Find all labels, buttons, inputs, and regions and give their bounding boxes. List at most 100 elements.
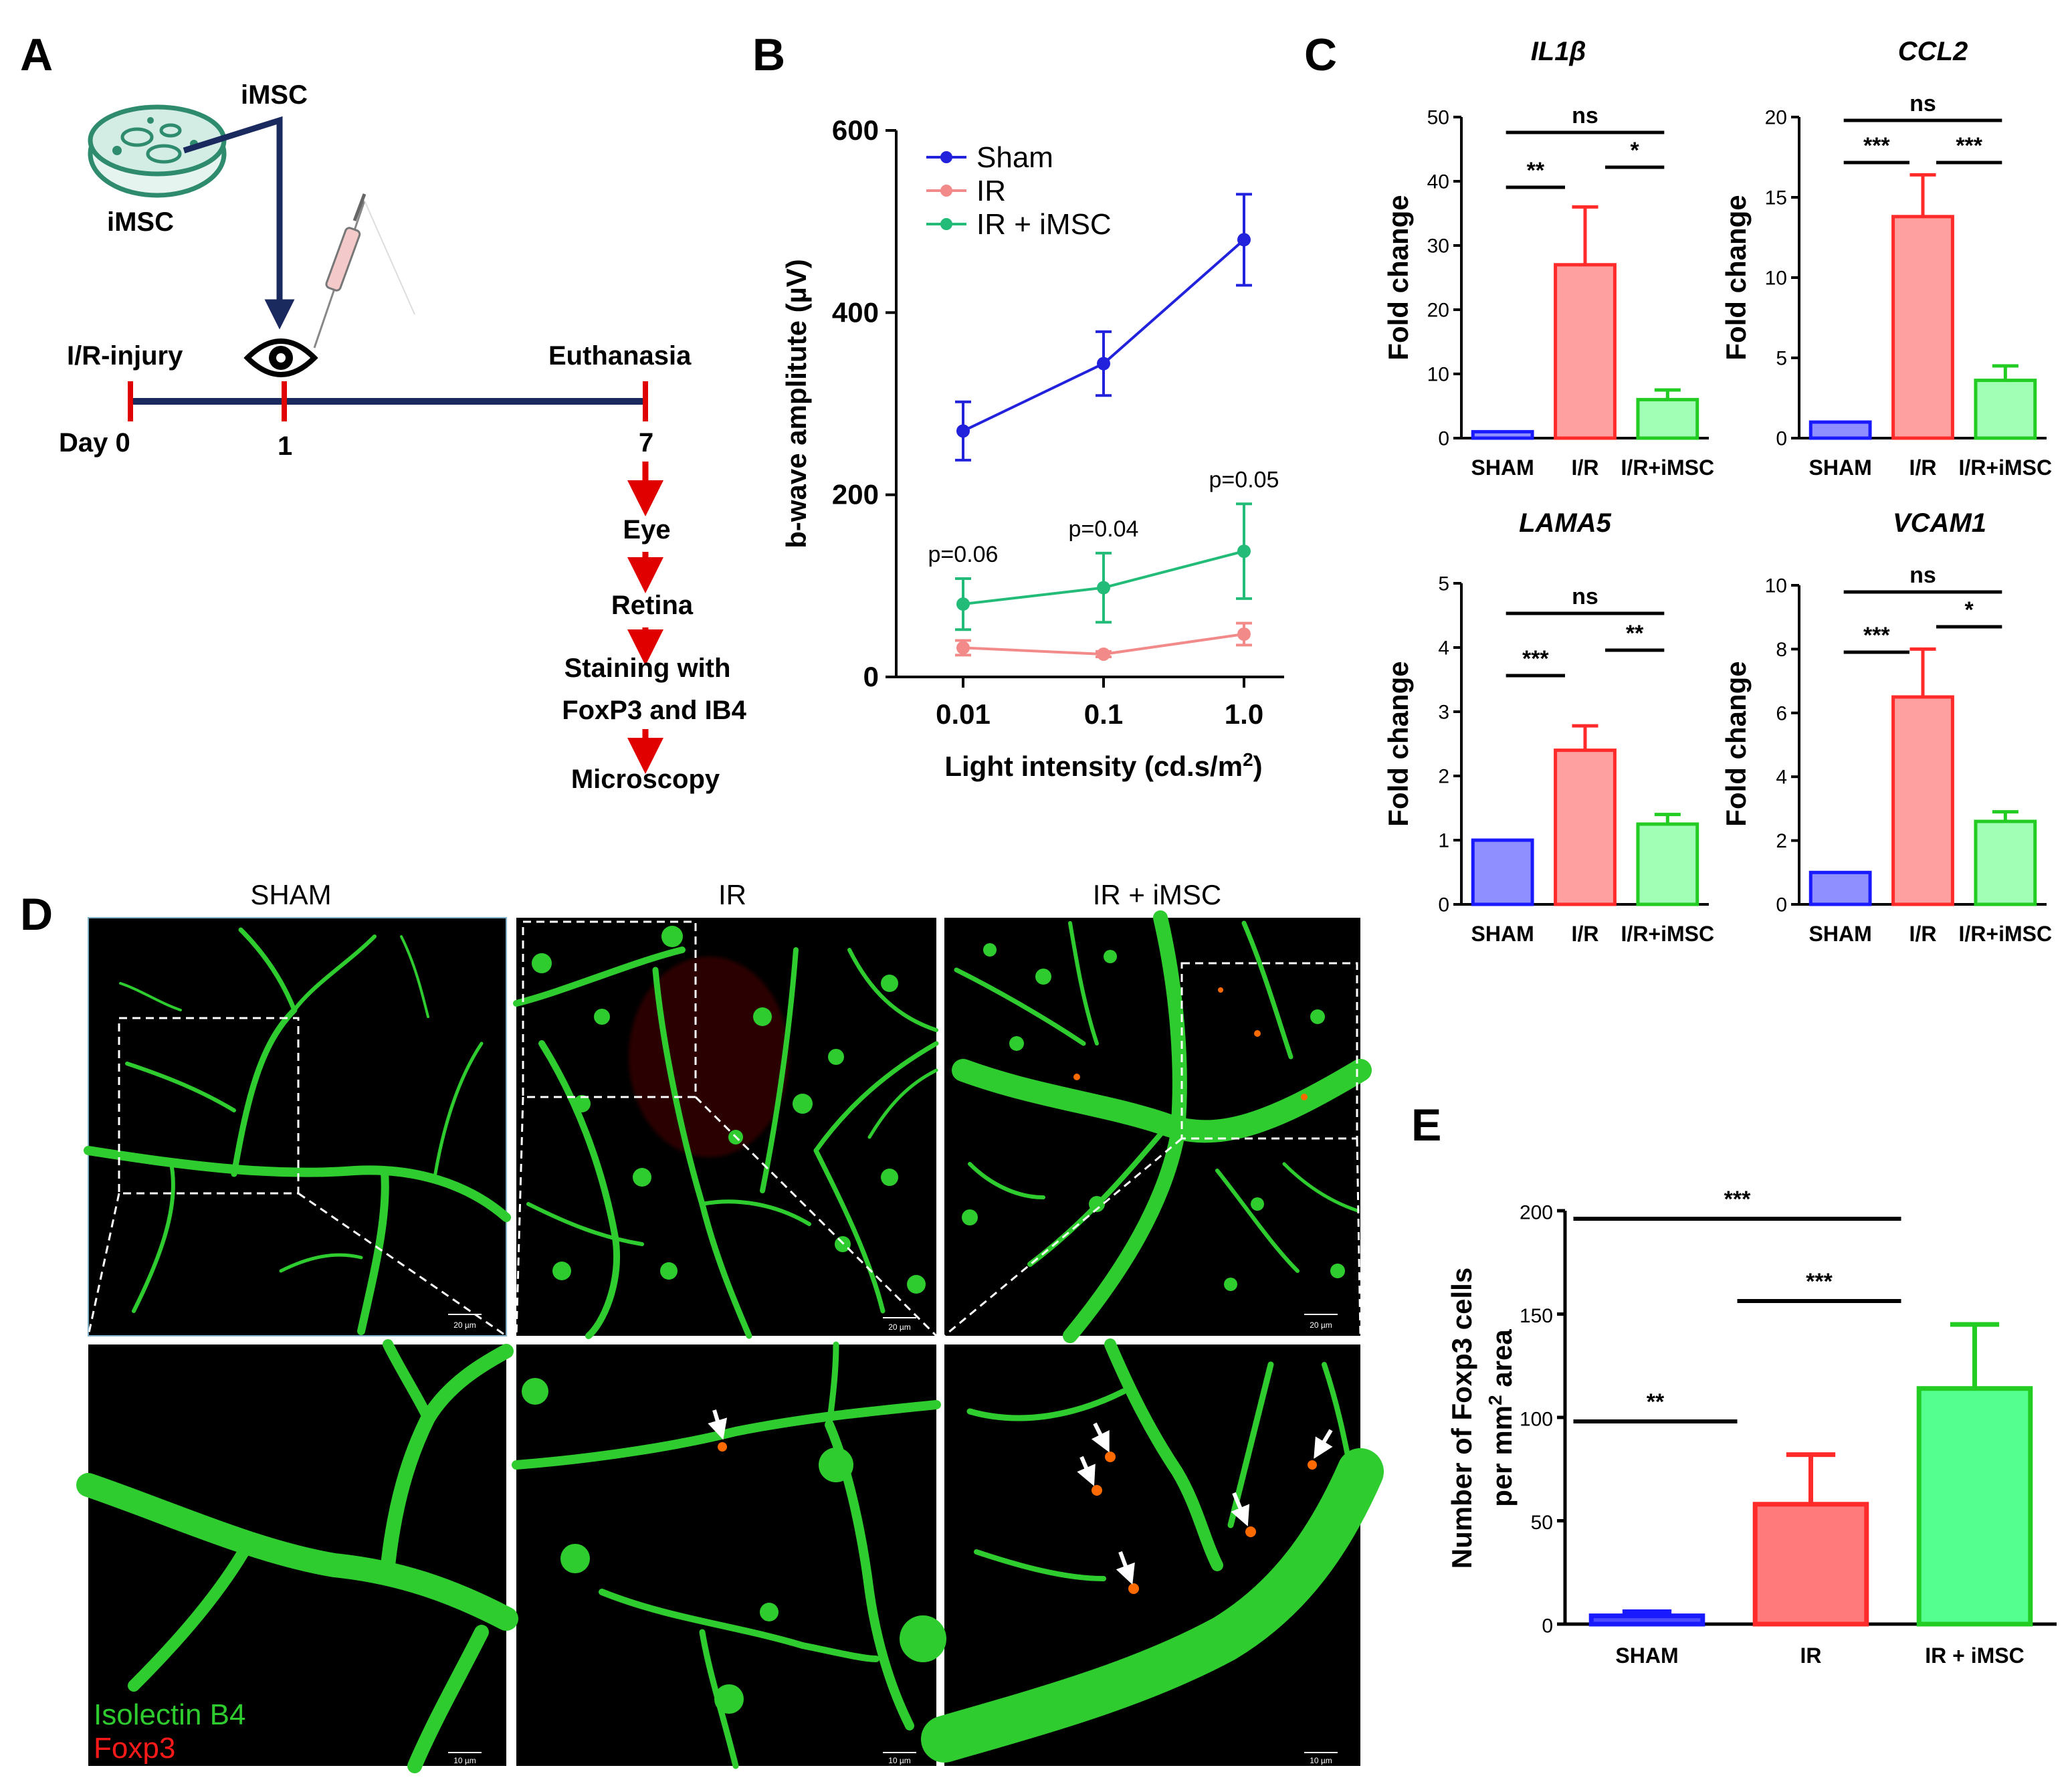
zoom-line-sham-left (87, 1193, 120, 1336)
y-axis-label-line1: Number of Foxp3 cells (1446, 1268, 1477, 1569)
zoom-box-ir (522, 920, 697, 1098)
data-point (956, 641, 970, 655)
zoom-line-sham-right (298, 1192, 507, 1337)
micro-title-sham: SHAM (250, 879, 331, 910)
category-label: IR + iMSC (1925, 1644, 2024, 1668)
data-point (956, 597, 970, 611)
panel-letter-b: B (752, 29, 785, 80)
step-eye: Eye (623, 515, 670, 544)
panel-a: A iMSC iMSC I/R-injury E (20, 29, 747, 794)
y-tick-label: 3 (1438, 702, 1449, 724)
legend-isolectin: Isolectin B4 (94, 1698, 245, 1731)
panel-letter-e: E (1411, 1100, 1441, 1151)
p-value-annotation: p=0.06 (928, 542, 999, 567)
y-tick-label: 100 (1520, 1409, 1553, 1431)
significance-label: * (1631, 138, 1640, 163)
panel-letter-c: C (1304, 29, 1337, 80)
bar-chart-ccl2: 0 5 10 15 20 SHAM I/R I/R+iMSC ns *** *** CCL2 Fold … (1720, 37, 2052, 480)
vessels-ir-overview (513, 947, 939, 1339)
legend-marker (940, 218, 952, 230)
bar-1 (1554, 749, 1617, 906)
y-tick-label: 30 (1427, 235, 1449, 258)
y-tick-label: 5 (1438, 573, 1449, 595)
day1-label: 1 (278, 431, 292, 461)
data-point (956, 424, 970, 438)
day0-label: Day 0 (59, 428, 130, 458)
x-tick-label-b: 1.0 (1225, 698, 1263, 730)
microglia-ir-imsc-overview (962, 943, 1345, 1291)
significance-label: *** (1522, 646, 1549, 672)
category-label: SHAM (1809, 456, 1872, 480)
vessels-ir-imsc-overview (952, 910, 1372, 1343)
y-label-end: area (1486, 1329, 1518, 1395)
step-staining-2: FoxP3 and IB4 (562, 696, 746, 725)
chart-title: VCAM1 (1893, 508, 1986, 538)
y-tick-label: 5 (1776, 348, 1787, 370)
significance-label: ns (1572, 103, 1598, 128)
category-label: SHAM (1471, 456, 1534, 480)
panel-letter-d: D (20, 889, 53, 940)
zoom-box-sham (118, 1017, 300, 1195)
category-label: I/R+iMSC (1959, 456, 2053, 480)
y-tick-label: 50 (1427, 107, 1449, 129)
data-point (1237, 544, 1251, 559)
zoom-line-ir-right (694, 1096, 938, 1337)
chart-title: CCL2 (1898, 37, 1968, 66)
p-value-annotation: p=0.04 (1069, 516, 1139, 542)
y-tick-label: 0 (1776, 428, 1787, 450)
y-tick-label: 2 (1776, 830, 1787, 852)
y-axis-label: Fold change (1720, 661, 1752, 826)
x-tick-label-b: 0.01 (936, 698, 991, 730)
x-axis-label-sup: 2 (1243, 749, 1253, 770)
imsc-label-top: iMSC (241, 80, 308, 110)
micro-title-ir: IR (718, 879, 746, 910)
y-tick-label: 150 (1520, 1305, 1553, 1327)
eye-icon (243, 338, 318, 377)
scalebar-label-sham: 20 µm (453, 1320, 476, 1330)
bar-0 (1588, 1613, 1705, 1627)
x-tick-label-b: 0.1 (1084, 698, 1123, 730)
scalebar-label-ir-imsc: 20 µm (1310, 1320, 1332, 1330)
bar-2 (1974, 819, 2037, 906)
pointer-arrows-ir-imsc (1077, 1422, 1333, 1585)
significance-label: ** (1626, 621, 1644, 646)
y-tick-label: 1 (1438, 830, 1449, 852)
bar-0 (1808, 420, 1872, 440)
y-tick-label: 6 (1776, 702, 1787, 724)
euthanasia-label: Euthanasia (548, 341, 692, 371)
vessels-sham-overview (84, 927, 511, 1335)
significance-label: *** (1956, 133, 1982, 159)
y-tick-label: 0 (1776, 894, 1787, 916)
significance-label: *** (1724, 1187, 1751, 1212)
category-label: SHAM (1471, 922, 1534, 946)
data-point (1237, 627, 1251, 641)
y-label-main: per mm (1486, 1405, 1518, 1507)
legend-label: Sham (976, 141, 1053, 174)
foxp3-cells-ir-imsc-overview (1073, 987, 1308, 1100)
y-tick-label: 0 (1438, 428, 1449, 450)
y-tick-label: 10 (1427, 364, 1449, 386)
y-tick-label-b: 400 (832, 296, 879, 328)
data-point (1237, 233, 1251, 247)
zoom-box-ir-imsc (1180, 962, 1358, 1140)
y-tick-label: 8 (1776, 639, 1787, 661)
category-label: I/R+iMSC (1621, 456, 1715, 480)
data-point (1097, 357, 1110, 371)
category-label: I/R (1572, 922, 1599, 946)
y-tick-label-b: 200 (832, 479, 879, 510)
injury-label: I/R-injury (67, 341, 183, 371)
legend-label: IR (976, 175, 1006, 207)
y-tick-label: 20 (1427, 300, 1449, 322)
y-tick-label: 4 (1776, 767, 1787, 789)
y-label-sup: 2 (1485, 1395, 1506, 1405)
petri-dish-icon (88, 104, 227, 198)
category-label: I/R (1909, 456, 1937, 480)
bar-1 (1752, 1502, 1869, 1627)
data-point (1097, 581, 1110, 595)
y-tick-label: 200 (1520, 1202, 1553, 1224)
bar-0 (1808, 870, 1872, 906)
data-point (1097, 647, 1110, 661)
